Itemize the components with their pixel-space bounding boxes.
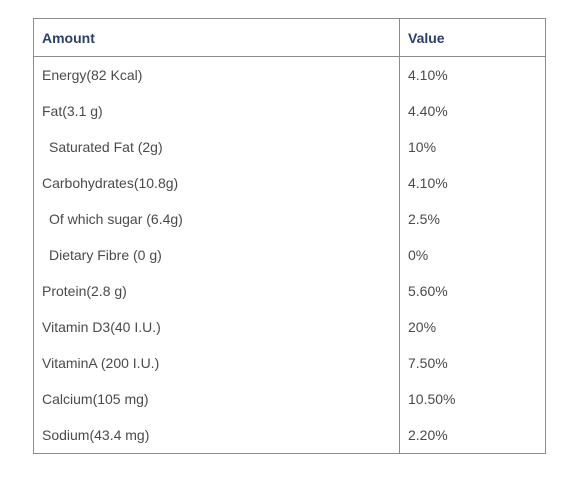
amount-cell: Dietary Fibre (0 g) bbox=[33, 237, 400, 273]
table-row: Saturated Fat (2g) 10% bbox=[33, 129, 546, 165]
amount-cell: Saturated Fat (2g) bbox=[33, 129, 400, 165]
amount-cell: Carbohydrates(10.8g) bbox=[33, 165, 400, 201]
value-cell: 0% bbox=[399, 237, 546, 273]
table-row: Sodium(43.4 mg) 2.20% bbox=[33, 417, 546, 454]
value-cell: 2.20% bbox=[399, 417, 546, 454]
table-row: Energy(82 Kcal) 4.10% bbox=[33, 56, 546, 93]
amount-cell: Calcium(105 mg) bbox=[33, 381, 400, 417]
value-cell: 2.5% bbox=[399, 201, 546, 237]
table-row: Vitamin D3(40 I.U.) 20% bbox=[33, 309, 546, 345]
table-row: Calcium(105 mg) 10.50% bbox=[33, 381, 546, 417]
amount-cell: Energy(82 Kcal) bbox=[33, 56, 400, 93]
nutrition-table: Amount Value Energy(82 Kcal) 4.10% Fat(3… bbox=[33, 18, 546, 454]
amount-cell: Sodium(43.4 mg) bbox=[33, 417, 400, 454]
amount-cell: Of which sugar (6.4g) bbox=[33, 201, 400, 237]
header-value: Value bbox=[399, 18, 546, 57]
table-row: Fat(3.1 g) 4.40% bbox=[33, 93, 546, 129]
table-row: VitaminA (200 I.U.) 7.50% bbox=[33, 345, 546, 381]
nutrition-table-container: Amount Value Energy(82 Kcal) 4.10% Fat(3… bbox=[33, 18, 546, 454]
table-row: Protein(2.8 g) 5.60% bbox=[33, 273, 546, 309]
amount-cell: VitaminA (200 I.U.) bbox=[33, 345, 400, 381]
value-cell: 4.40% bbox=[399, 93, 546, 129]
value-cell: 10% bbox=[399, 129, 546, 165]
value-cell: 20% bbox=[399, 309, 546, 345]
amount-cell: Fat(3.1 g) bbox=[33, 93, 400, 129]
value-cell: 4.10% bbox=[399, 56, 546, 93]
value-cell: 10.50% bbox=[399, 381, 546, 417]
header-amount: Amount bbox=[33, 18, 400, 57]
amount-cell: Vitamin D3(40 I.U.) bbox=[33, 309, 400, 345]
table-row: Of which sugar (6.4g) 2.5% bbox=[33, 201, 546, 237]
amount-cell: Protein(2.8 g) bbox=[33, 273, 400, 309]
table-header-row: Amount Value bbox=[33, 18, 546, 57]
value-cell: 4.10% bbox=[399, 165, 546, 201]
table-row: Carbohydrates(10.8g) 4.10% bbox=[33, 165, 546, 201]
value-cell: 7.50% bbox=[399, 345, 546, 381]
table-row: Dietary Fibre (0 g) 0% bbox=[33, 237, 546, 273]
value-cell: 5.60% bbox=[399, 273, 546, 309]
